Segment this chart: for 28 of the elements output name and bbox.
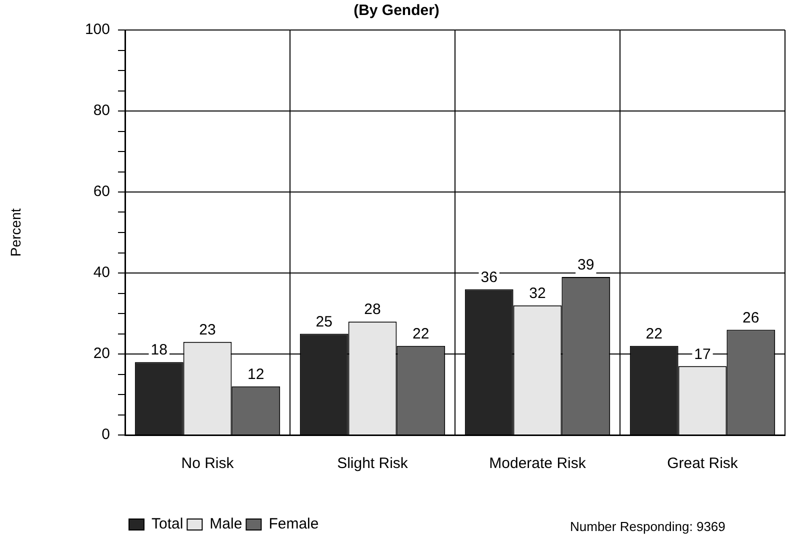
y-tick-label: 100 <box>84 21 110 38</box>
text: Number Responding: 9369 <box>570 519 726 534</box>
y-axis-title: Percent <box>7 208 24 257</box>
legend-label: Male <box>210 516 242 533</box>
y-tick-label: 20 <box>93 345 110 362</box>
x-tick-label: Great Risk <box>667 455 738 472</box>
y-tick-label: 0 <box>102 426 110 444</box>
y-tick-label: 80 <box>93 102 110 120</box>
data-label: 12 <box>248 366 264 384</box>
data-label: 17 <box>694 346 711 363</box>
data-label: 36 <box>480 268 498 286</box>
data-label: 22 <box>412 326 430 343</box>
chart-title: (By Gender) <box>354 2 440 20</box>
data-label: 28 <box>364 301 381 318</box>
data-label: 26 <box>742 309 760 326</box>
x-tick-label: Slight Risk <box>337 455 408 472</box>
data-label: 18 <box>150 342 168 359</box>
x-tick-label: Moderate Risk <box>489 455 586 472</box>
y-tick-label: 40 <box>93 264 110 282</box>
data-label: 39 <box>578 256 594 274</box>
y-tick-label: 60 <box>93 183 110 200</box>
legend-label: Female <box>268 516 319 533</box>
data-label: 23 <box>199 321 216 338</box>
data-label: 25 <box>316 313 332 330</box>
data-label: 22 <box>646 326 662 343</box>
x-tick-label: No Risk <box>181 455 234 472</box>
legend-label: Total <box>152 516 184 533</box>
data-label: 32 <box>529 285 546 302</box>
